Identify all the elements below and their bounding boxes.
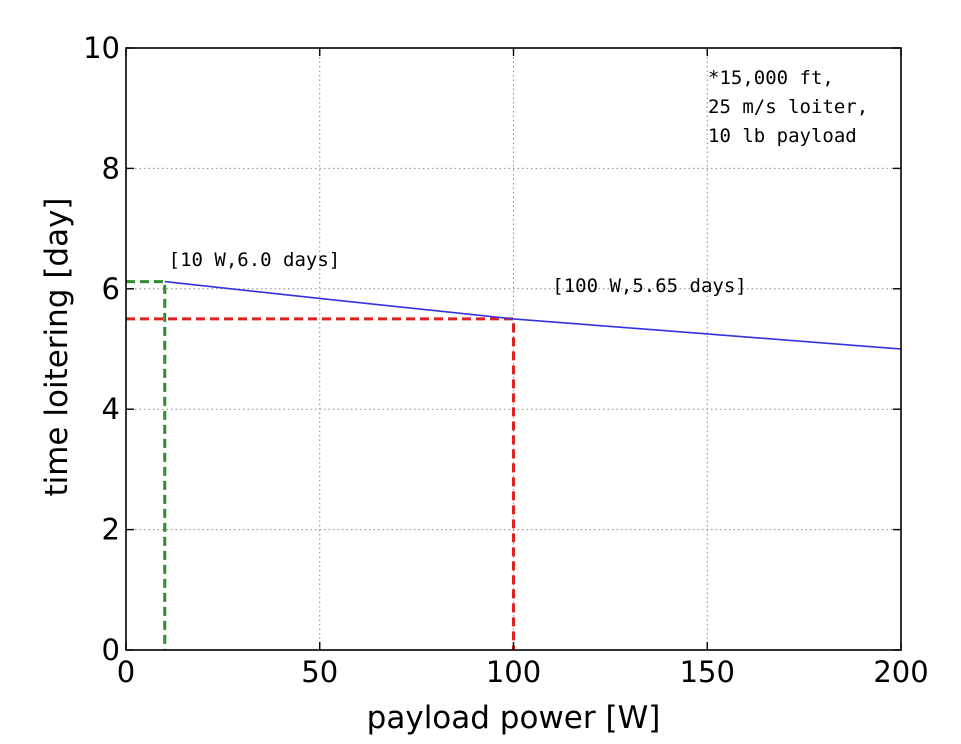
y-tick-label: 6 <box>102 272 120 306</box>
x-tick-label: 50 <box>301 655 338 689</box>
annotation-0: [10 W,6.0 days] <box>169 249 341 271</box>
y-tick-label: 0 <box>102 633 120 667</box>
y-tick-label: 8 <box>102 151 120 185</box>
note-line: 10 lb payload <box>708 125 857 147</box>
x-tick-label: 150 <box>680 655 735 689</box>
note-line: 25 m/s loiter, <box>708 96 868 118</box>
x-tick-label: 0 <box>117 655 135 689</box>
conditions-note: *15,000 ft, 25 m/s loiter, 10 lb payload <box>708 67 868 147</box>
annotation-1: [100 W,5.65 days] <box>552 275 746 297</box>
reference-line-1 <box>126 317 515 650</box>
x-axis-label: payload power [W] <box>367 700 661 736</box>
series-layer <box>164 280 902 350</box>
y-ticks: 0 2 4 6 8 10 <box>83 31 901 667</box>
x-tick-label: 100 <box>486 655 541 689</box>
y-tick-label: 10 <box>83 31 120 65</box>
x-ticks: 0 50 100 150 200 <box>117 48 929 689</box>
y-tick-label: 4 <box>102 392 120 426</box>
y-axis-label: time loitering [day] <box>39 197 75 496</box>
note-line: *15,000 ft, <box>708 67 834 89</box>
reference-lines <box>126 280 515 650</box>
y-tick-label: 2 <box>102 513 120 547</box>
annotations: [10 W,6.0 days] [100 W,5.65 days] <box>169 249 747 297</box>
reference-line-0 <box>126 280 167 650</box>
x-tick-label: 200 <box>873 655 928 689</box>
series-line-0 <box>164 280 902 350</box>
